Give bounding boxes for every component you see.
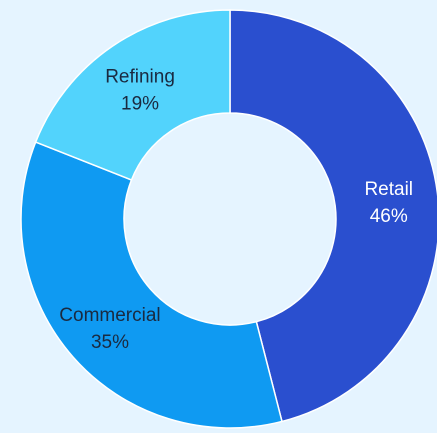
slice-value-commercial: 35% <box>91 332 129 353</box>
slice-label-commercial: Commercial <box>59 305 160 326</box>
slice-retail[interactable] <box>229 9 437 423</box>
slice-refining[interactable] <box>34 9 231 181</box>
slice-label-retail: Retail <box>364 179 413 200</box>
slice-value-refining: 19% <box>121 94 159 115</box>
slice-label-group-refining: Refining 19% <box>105 67 175 115</box>
slice-label-group-retail: Retail 46% <box>364 179 413 227</box>
slice-commercial[interactable] <box>20 141 283 429</box>
slice-label-refining: Refining <box>105 67 175 88</box>
slice-value-retail: 46% <box>370 206 408 227</box>
slice-label-group-commercial: Commercial 35% <box>59 305 160 353</box>
